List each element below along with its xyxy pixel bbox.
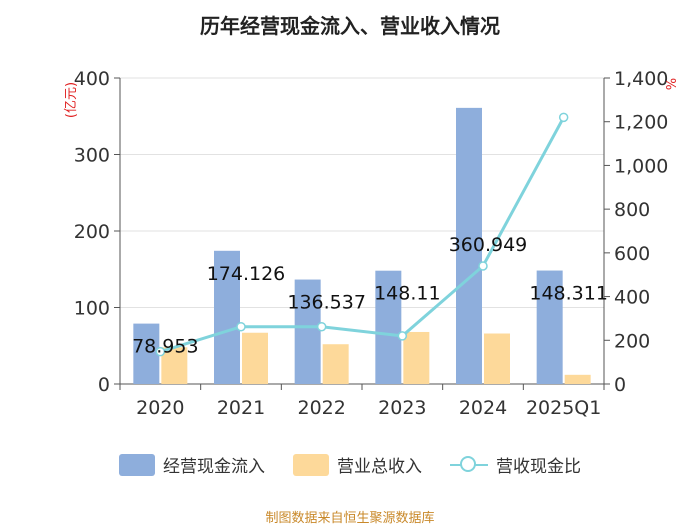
x-tick-label: 2025Q1 bbox=[526, 397, 601, 419]
x-tick-label: 2023 bbox=[378, 397, 426, 419]
y-left-axis-label: (亿元) bbox=[64, 82, 79, 118]
y-left-tick-label: 0 bbox=[98, 374, 110, 396]
x-tick-label: 2022 bbox=[297, 397, 345, 419]
point-ratio bbox=[155, 346, 166, 357]
point-ratio bbox=[236, 321, 246, 332]
point-ratio bbox=[478, 261, 488, 271]
legend-label-ratio: 营收现金比 bbox=[496, 457, 581, 477]
data-label: 174.126 bbox=[207, 263, 286, 285]
y-left-tick-label: 100 bbox=[74, 298, 110, 320]
bar-cash-inflow bbox=[294, 279, 321, 384]
bar-cash-inflow bbox=[375, 270, 402, 384]
data-label: 148.311 bbox=[529, 283, 608, 305]
y-left-tick-label: 300 bbox=[74, 145, 110, 167]
point-ratio bbox=[558, 112, 569, 123]
point-ratio bbox=[316, 321, 327, 332]
data-label: 360.949 bbox=[449, 234, 528, 256]
y-right-tick-label: 0 bbox=[614, 374, 626, 396]
y-right-tick-label: 1,000 bbox=[614, 155, 668, 177]
data-label: 78.953 bbox=[132, 336, 198, 358]
legend-swatch-cash-inflow bbox=[119, 453, 155, 476]
y-left-tick-label: 400 bbox=[74, 68, 110, 90]
legend-item-revenue[interactable]: 营业总收入 bbox=[293, 452, 422, 477]
legend-label-revenue: 营业总收入 bbox=[337, 457, 422, 477]
bar-revenue bbox=[484, 333, 510, 384]
bar-cash-inflow bbox=[536, 270, 563, 384]
x-tick-label: 2021 bbox=[217, 397, 265, 419]
bar-revenue bbox=[403, 331, 430, 384]
data-label: 148.11 bbox=[374, 283, 440, 305]
chart-plot: 0 100 200 300 400 0 200 400 600 800 1,000 1,200 1,40… bbox=[64, 68, 677, 419]
point-ratio bbox=[397, 331, 408, 341]
source-note: 制图数据来自恒生聚源数据库 bbox=[265, 511, 435, 526]
chart-legend: 经营现金流入 营业总收入 营收现金比 bbox=[0, 452, 700, 477]
chart-title: 历年经营现金流入、营业收入情况 bbox=[200, 14, 500, 38]
line-ratio bbox=[159, 116, 565, 354]
y-right-tick-label: 200 bbox=[614, 330, 650, 352]
x-tick-label: 2024 bbox=[459, 397, 507, 419]
bar-cash-inflow bbox=[214, 250, 240, 384]
bar-cash-inflow bbox=[133, 323, 160, 384]
legend-swatch-revenue bbox=[293, 453, 329, 476]
data-label: 136.537 bbox=[287, 292, 366, 314]
y-right-axis-label: % bbox=[662, 78, 677, 90]
bar-revenue bbox=[161, 347, 188, 384]
y-right-tick-label: 1,400 bbox=[614, 68, 668, 90]
bar-revenue bbox=[242, 332, 268, 384]
y-right-tick-label: 400 bbox=[614, 287, 650, 309]
legend-item-ratio[interactable]: 营收现金比 bbox=[450, 452, 581, 477]
legend-swatch-ratio bbox=[450, 454, 488, 476]
bar-cash-inflow bbox=[456, 107, 482, 384]
legend-item-cash-inflow[interactable]: 经营现金流入 bbox=[119, 452, 265, 477]
y-right-tick-label: 1,200 bbox=[614, 112, 668, 134]
legend-label-cash-inflow: 经营现金流入 bbox=[163, 457, 265, 477]
y-right-tick-label: 600 bbox=[614, 243, 650, 265]
y-left-tick-label: 200 bbox=[74, 221, 110, 243]
y-right-tick-label: 800 bbox=[614, 199, 650, 221]
bar-revenue bbox=[564, 374, 591, 384]
x-tick-label: 2020 bbox=[136, 397, 184, 419]
bar-revenue bbox=[322, 344, 349, 384]
